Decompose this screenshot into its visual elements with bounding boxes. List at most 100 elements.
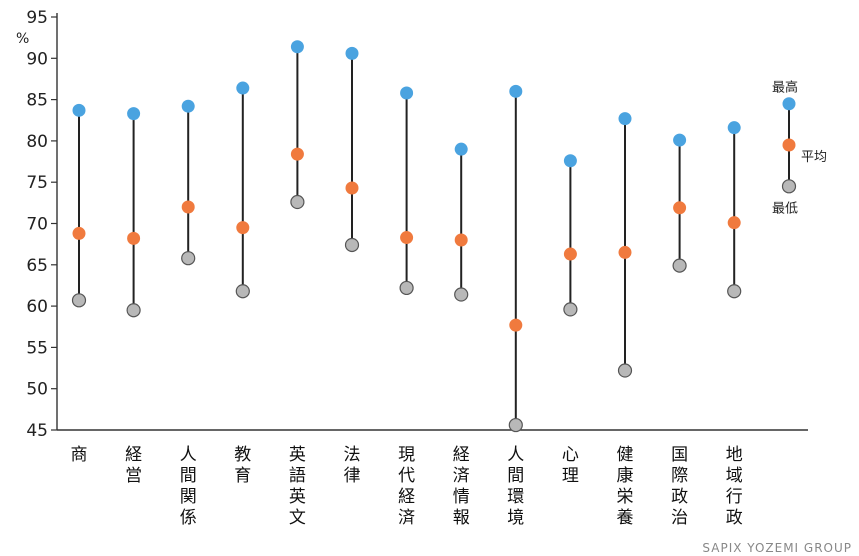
category-label: 律 xyxy=(344,466,361,486)
category-label: 政 xyxy=(726,508,743,528)
max-point xyxy=(509,84,523,98)
y-tick-label: 55 xyxy=(26,338,48,358)
category-label: 経 xyxy=(125,445,142,465)
min-point xyxy=(344,237,360,253)
max-point xyxy=(236,81,250,95)
min-point xyxy=(290,194,305,210)
max-point xyxy=(673,133,687,147)
y-tick-label: 75 xyxy=(26,173,48,193)
category-label: 法 xyxy=(344,445,361,465)
y-tick-label: 70 xyxy=(26,215,48,235)
avg-point xyxy=(72,226,86,240)
legend-min-label: 最低 xyxy=(772,201,798,216)
max-point xyxy=(727,121,741,135)
category-label: 代 xyxy=(398,466,415,486)
category-label: 情 xyxy=(453,487,470,507)
category-label: 済 xyxy=(398,508,415,528)
category-label: 際 xyxy=(671,466,688,486)
category-label: 経 xyxy=(398,487,415,507)
y-tick-label: 50 xyxy=(26,380,48,400)
category-label: 商 xyxy=(71,445,88,465)
y-unit-label: % xyxy=(16,31,29,47)
category-label: 係 xyxy=(180,508,197,528)
avg-point xyxy=(563,247,577,261)
category-label: 人 xyxy=(180,445,197,465)
category-label: 康 xyxy=(617,466,634,486)
category-label: 語 xyxy=(289,466,306,486)
category-label: 国 xyxy=(671,445,688,465)
category-label: 教 xyxy=(234,445,251,465)
avg-point xyxy=(618,245,632,259)
max-point xyxy=(181,99,195,113)
category-label: 関 xyxy=(180,487,197,507)
y-tick-label: 90 xyxy=(26,49,48,69)
min-point xyxy=(563,302,578,317)
avg-point xyxy=(454,233,468,247)
category-label: 文 xyxy=(289,508,306,528)
category-labels: 商経営人間関係教育英語英文法律現代経済経済情報人間環境心理健康栄養国際政治地域行… xyxy=(71,445,743,528)
category-label: 理 xyxy=(562,466,579,486)
legend-avg-label: 平均 xyxy=(801,150,827,165)
max-point xyxy=(72,103,86,117)
max-point xyxy=(345,46,359,60)
min-point xyxy=(508,417,523,433)
min-point xyxy=(399,280,414,296)
max-point xyxy=(400,86,414,100)
legend-min-dot xyxy=(781,179,797,194)
avg-point xyxy=(290,147,304,161)
avg-point xyxy=(727,216,741,230)
min-point xyxy=(617,363,633,378)
y-axis: 45 50 55 60 65 70 75 80 85 90 95% xyxy=(16,8,808,441)
avg-point xyxy=(509,318,523,332)
y-tick-label: 95 xyxy=(26,8,48,28)
min-point xyxy=(71,293,87,308)
avg-point xyxy=(673,201,687,215)
max-point xyxy=(563,154,577,168)
category-label: 地 xyxy=(726,445,743,465)
category-label: 環 xyxy=(507,487,524,507)
category-label: 英 xyxy=(289,445,306,465)
category-label: 英 xyxy=(289,487,306,507)
min-point xyxy=(454,287,469,302)
y-tick-label: 80 xyxy=(26,132,48,152)
max-point xyxy=(290,40,304,54)
category-label: 行 xyxy=(726,487,743,507)
min-point xyxy=(727,284,742,299)
avg-point xyxy=(127,231,141,245)
category-label: 営 xyxy=(125,466,142,486)
category-label: 済 xyxy=(453,466,470,486)
y-tick-label: 65 xyxy=(26,256,48,276)
category-label: 政 xyxy=(671,487,688,507)
y-tick-label: 60 xyxy=(26,297,48,317)
avg-point xyxy=(236,221,250,235)
max-point xyxy=(127,107,141,121)
credit-text: SAPIX YOZEMI GROUP xyxy=(702,541,852,555)
category-label: 人 xyxy=(507,445,524,465)
category-label: 健 xyxy=(617,445,634,465)
category-label: 境 xyxy=(507,508,524,528)
min-point xyxy=(672,258,687,273)
category-label: 間 xyxy=(180,466,197,486)
category-label: 現 xyxy=(398,445,415,465)
min-point xyxy=(235,284,250,299)
legend-max-dot xyxy=(782,97,796,111)
category-label: 育 xyxy=(234,466,251,486)
avg-point xyxy=(181,200,195,214)
category-label: 経 xyxy=(453,445,470,465)
y-tick-label: 85 xyxy=(26,91,48,111)
category-label: 治 xyxy=(671,508,688,528)
legend-avg-dot xyxy=(782,138,796,152)
category-label: 報 xyxy=(453,508,470,528)
category-label: 養 xyxy=(617,508,634,528)
category-label: 栄 xyxy=(617,487,634,507)
category-label: 間 xyxy=(507,466,524,486)
data-points xyxy=(71,40,742,433)
legend-max-label: 最高 xyxy=(772,80,798,96)
category-label: 域 xyxy=(726,466,743,486)
avg-point xyxy=(400,231,414,245)
min-point xyxy=(181,251,196,266)
max-point xyxy=(454,142,468,156)
